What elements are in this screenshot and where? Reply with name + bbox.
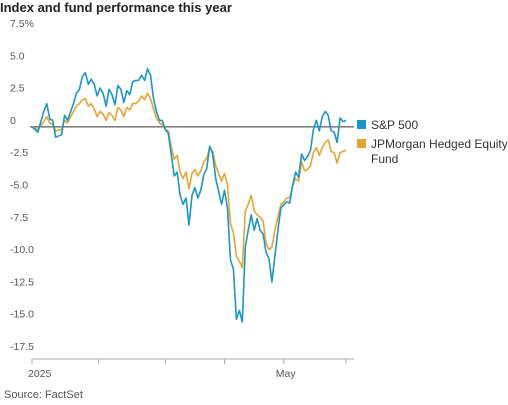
legend-label-jpmorgan: JPMorgan Hedged Equity Fund [371, 137, 508, 166]
y-tick-label: -12.5 [10, 276, 34, 288]
y-tick-label: -10.0 [10, 244, 34, 256]
series-line-sp500 [31, 68, 347, 323]
y-tick-label: 2.5 [10, 83, 25, 95]
y-tick-label: 0 [10, 115, 16, 127]
source-note: Source: FactSet [4, 389, 83, 401]
y-tick-label: -2.5 [10, 147, 28, 159]
legend-label-sp500: S&P 500 [371, 118, 418, 132]
x-tick-label: May [276, 368, 297, 380]
y-tick-label: -15.0 [10, 309, 34, 321]
y-tick-label: -17.5 [10, 341, 34, 353]
y-tick-label: -5.0 [10, 180, 28, 192]
legend-swatch-jpmorgan [357, 139, 366, 148]
x-tick-label: 2025 [28, 368, 52, 380]
y-tick-label: -7.5 [10, 212, 28, 224]
series-line-jpmorgan [31, 92, 347, 269]
y-tick-label: 5.0 [10, 50, 25, 62]
y-tick-label: 7.5% [10, 18, 34, 30]
chart-title: Index and fund performance this year [0, 0, 232, 15]
legend-swatch-sp500 [357, 120, 366, 129]
